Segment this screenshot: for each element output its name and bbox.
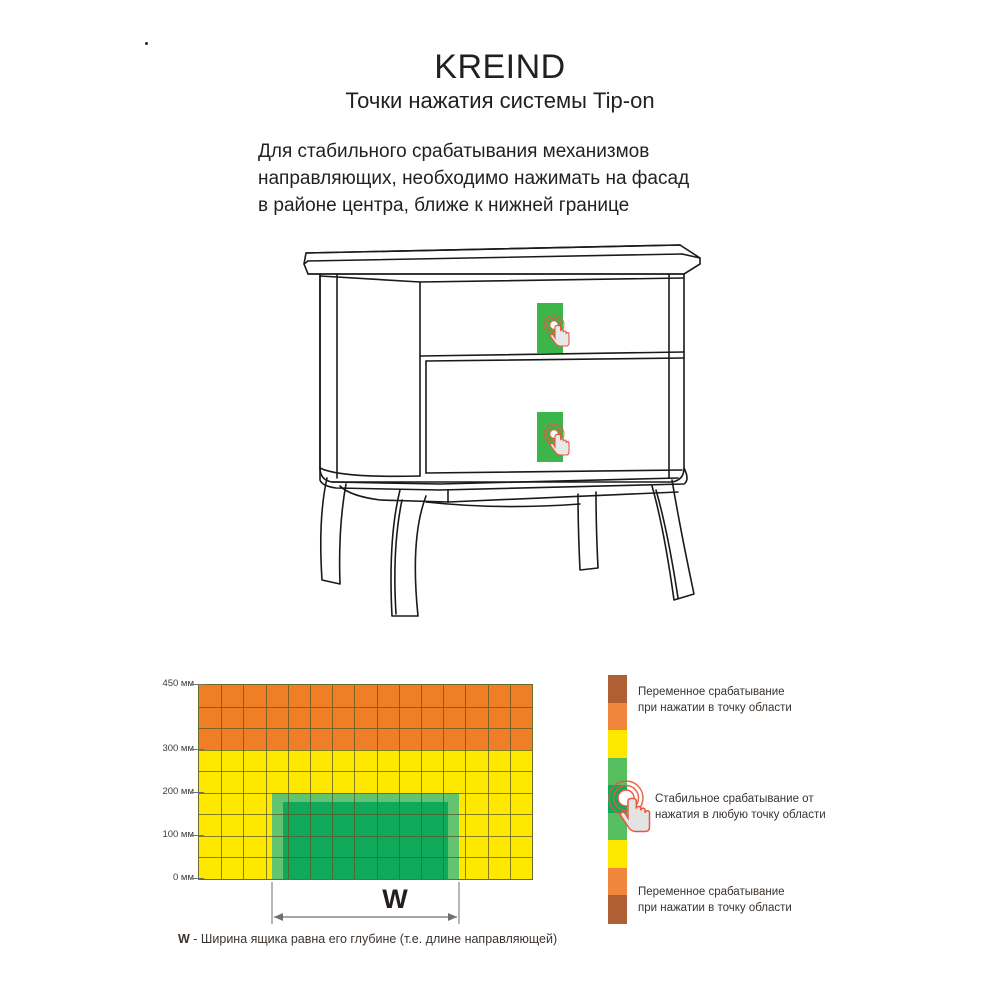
legend-color-band	[608, 702, 627, 731]
page-title: KREIND	[434, 48, 566, 86]
legend-color-band	[608, 730, 627, 759]
y-axis-tick-label: 0 мм	[173, 872, 194, 883]
legend-item-bottom-line2: при нажатии в точку области	[638, 902, 792, 914]
width-caption: W - Ширина ящика равна его глубине (т.е.…	[178, 932, 658, 946]
legend-item-mid-line1: Стабильное срабатывание от	[655, 793, 814, 805]
legend-item-mid-line2: нажатия в любую точку области	[655, 809, 826, 821]
hand-tap-icon	[543, 423, 570, 456]
description-line-3: в районе центра, ближе к нижней границе	[258, 195, 630, 216]
y-axis-tick-label: 300 мм	[162, 742, 194, 754]
legend-color-band	[608, 757, 627, 786]
y-axis-tick-line	[190, 684, 204, 685]
legend-color-band	[608, 675, 627, 704]
y-axis-tick-line	[190, 878, 204, 879]
legend-color-band	[608, 867, 627, 897]
legend: Переменное срабатывание при нажатии в то…	[608, 675, 948, 925]
nightstand-illustration	[280, 228, 710, 618]
legend-item-mid: Стабильное срабатывание от нажатия в люб…	[655, 791, 826, 823]
pressure-zone-heatmap: 450 мм 300 мм 200 мм 100 мм 0 мм W	[140, 668, 560, 948]
y-axis-tick-line	[190, 835, 204, 836]
y-axis-tick-line	[190, 749, 204, 750]
width-caption-text: - Ширина ящика равна его глубине (т.е. д…	[193, 932, 558, 946]
y-axis-tick-label: 100 мм	[162, 828, 194, 840]
y-axis-tick-line	[190, 792, 204, 793]
tap-point-upper-drawer[interactable]	[537, 303, 570, 353]
description-paragraph: Для стабильного срабатывания механизмов …	[258, 138, 778, 219]
legend-item-bottom-line1: Переменное срабатывание	[638, 886, 785, 898]
width-caption-symbol: W	[178, 932, 190, 946]
legend-color-band	[608, 840, 627, 869]
legend-color-band	[608, 895, 627, 924]
description-line-1: Для стабильного срабатывания механизмов	[258, 141, 650, 162]
description-line-2: направляющих, необходимо нажимать на фас…	[258, 168, 690, 189]
legend-item-bottom: Переменное срабатывание при нажатии в то…	[638, 884, 792, 916]
zone-band-orange	[199, 685, 532, 750]
legend-color-band	[608, 812, 627, 841]
zone-band-green-dark	[283, 801, 448, 879]
stray-ink-dot	[145, 42, 148, 45]
legend-item-top: Переменное срабатывание при нажатии в то…	[638, 684, 792, 716]
y-axis-tick-label: 450 мм	[162, 678, 194, 689]
heatmap-grid	[198, 684, 533, 880]
hand-tap-icon	[608, 780, 651, 833]
hand-tap-icon	[543, 314, 570, 347]
legend-item-top-line2: при нажатии в точку области	[638, 702, 792, 714]
tap-point-lower-drawer[interactable]	[537, 412, 570, 462]
width-label: W	[382, 884, 408, 914]
y-axis-tick-label: 200 мм	[162, 785, 194, 797]
legend-item-top-line1: Переменное срабатывание	[638, 686, 785, 698]
page-subtitle: Точки нажатия системы Tip-on	[345, 88, 655, 113]
